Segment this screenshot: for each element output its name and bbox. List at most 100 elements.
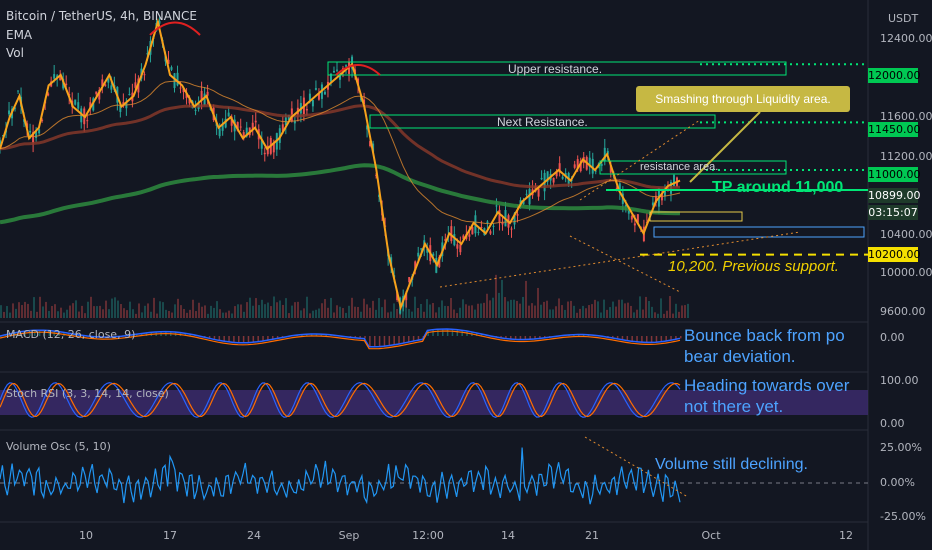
macd-histogram-bar [519,336,522,340]
volume-bar [507,301,509,318]
macd-histogram-bar [354,336,357,338]
next-resistance-box [369,114,716,129]
volume-bar [219,309,221,318]
candle-body [456,244,459,249]
candle-body [477,231,480,233]
volume-bar [612,301,614,318]
candle-body [218,128,221,137]
candle-body [47,93,50,96]
volume-bar [480,303,482,318]
candle-body [287,114,290,121]
volume-bar [117,300,119,318]
trend-line [439,231,801,288]
macd-histogram-bar [412,336,415,342]
volume-indicator-label[interactable]: Vol [6,46,24,60]
macd-pane-label[interactable]: MACD (12, 26, close, 9) [6,328,136,341]
candle-body [378,194,381,198]
macd-histogram-bar [670,336,672,341]
candle-body [468,234,471,237]
price-axis-tick: 9600.00 [880,305,926,318]
stoch-rsi-pane-label[interactable]: Stoch RSI (3, 3, 14, 14, close) [6,387,169,400]
volume-bar [438,307,440,318]
volume-bar [537,287,539,318]
candle-body [606,150,609,155]
ema-indicator-label[interactable]: EMA [6,28,33,42]
candle-body [564,173,567,177]
volume-bar [621,299,623,318]
price-axis-tick: 10000.00 [880,266,932,279]
volume-bar [231,313,233,318]
volume-bar [42,306,44,318]
volume-bar [180,305,182,318]
candle-body [603,147,606,161]
candle-body [77,102,80,109]
candle-body [345,65,348,67]
candle-body [633,223,636,226]
candle-body [594,170,597,172]
candle-body [65,83,68,86]
macd-histogram-bar [675,336,677,340]
volume-bar [312,310,314,318]
macd-histogram-bar [534,336,536,339]
volume-bar [603,299,605,318]
volume-bar [93,306,95,318]
volume-bar [201,306,203,318]
candle-body [236,122,239,131]
candle-body [486,221,489,224]
next-resistance-label: Next Resistance. [497,115,588,129]
macd-histogram-bar [510,336,512,340]
volume-bar [150,311,152,318]
candle-body [173,73,176,89]
volume-bar [552,309,554,318]
candle-body [305,109,308,111]
volume-bar [75,300,77,318]
candle-body [495,205,498,207]
volume-bar [255,298,257,318]
candle-body [221,124,224,131]
volume-bar [45,301,47,318]
volume-bar [375,309,377,318]
price-axis-tick: 12400.00 [880,32,932,45]
candle-body [35,131,38,139]
volume-bar [564,309,566,318]
candle-body [332,70,335,73]
volume-bar [582,305,584,318]
candle-body [417,252,420,257]
volume-bar [21,305,23,318]
candle-body [426,248,429,253]
price-axis-tick: 10400.00 [880,228,932,241]
volume-osc-pane-label[interactable]: Volume Osc (5, 10) [6,440,111,453]
volume-bar [39,296,41,318]
macd-histogram-bar [228,336,230,342]
candle-body [311,99,314,107]
volume-bar [468,305,470,318]
volume-bar [243,311,245,318]
candle-body [230,116,233,126]
volume-bar [123,308,125,318]
candle-body [537,188,540,197]
volume-bar [303,308,305,318]
candle-body [74,99,77,105]
volume-bar [294,302,296,318]
volume-bar [198,302,200,318]
price-axis-tick: 11200.00 [880,150,932,163]
volume-bar [579,308,581,318]
volume-bar [558,298,560,318]
candle-countdown: 03:15:07 [868,205,918,220]
volume-bar [96,306,98,318]
candle-body [654,195,657,203]
candle-body [351,56,354,69]
volume-bar [57,311,59,318]
candle-body [293,120,296,124]
volume-bar [66,309,68,318]
candle-body [630,216,633,220]
volume-bar [483,302,485,318]
volume-bar [504,297,506,318]
candle-body [329,73,332,82]
symbol-title[interactable]: Bitcoin / TetherUS, 4h, BINANCE [6,9,197,23]
volume-bar [567,301,569,318]
volume-bar [462,299,464,318]
volume-bar [387,312,389,318]
volume-bar [597,301,599,318]
volume-bar [99,305,101,318]
